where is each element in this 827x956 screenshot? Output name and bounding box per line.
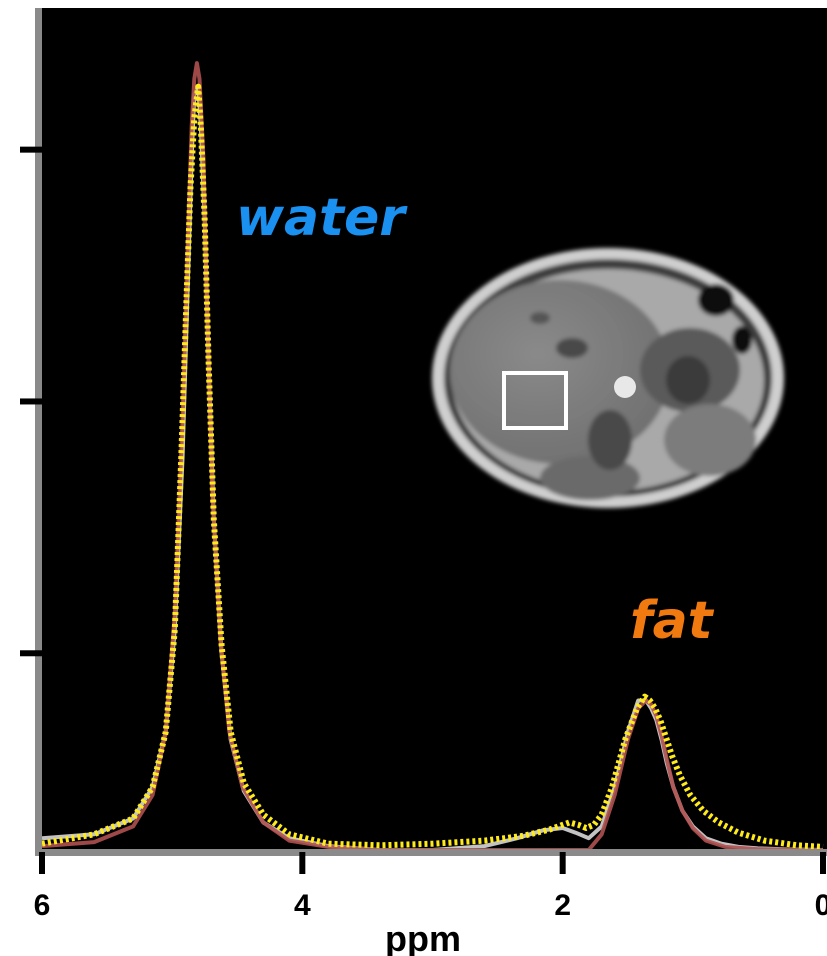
- mri-vessel-2: [530, 312, 550, 324]
- mri-spleen: [664, 404, 756, 476]
- x-tick-label-3: 0: [815, 889, 827, 922]
- mri-bowel-gas-1: [698, 284, 734, 316]
- mri-aorta: [614, 376, 636, 398]
- annotation-water: water: [236, 188, 408, 248]
- x-tick-2: [559, 852, 566, 874]
- mri-left-kidney: [540, 456, 640, 500]
- y-axis-line: [35, 8, 42, 856]
- series-line-2: [42, 83, 824, 850]
- roi-box: [502, 371, 568, 430]
- y-tick-2: [20, 146, 42, 153]
- y-tick-0: [20, 650, 42, 657]
- x-axis-line: [35, 849, 827, 856]
- mri-vessel-1: [556, 338, 588, 358]
- x-tick-label-0: 6: [34, 889, 51, 922]
- mri-stomach-content: [666, 356, 710, 404]
- x-axis-title: ppm: [385, 918, 461, 956]
- mri-bowel-gas-2: [732, 326, 752, 354]
- x-tick-0: [39, 852, 45, 874]
- x-tick-label-1: 4: [294, 889, 311, 922]
- x-tick-label-2: 2: [554, 889, 571, 922]
- annotation-fat: fat: [630, 591, 715, 651]
- y-tick-1: [20, 398, 42, 405]
- x-tick-1: [299, 852, 306, 874]
- mri-inset: [432, 248, 784, 508]
- axes-layer: 6 4 2 0 ppm: [20, 8, 827, 956]
- mri-spine: [588, 410, 632, 470]
- x-tick-3: [820, 852, 826, 874]
